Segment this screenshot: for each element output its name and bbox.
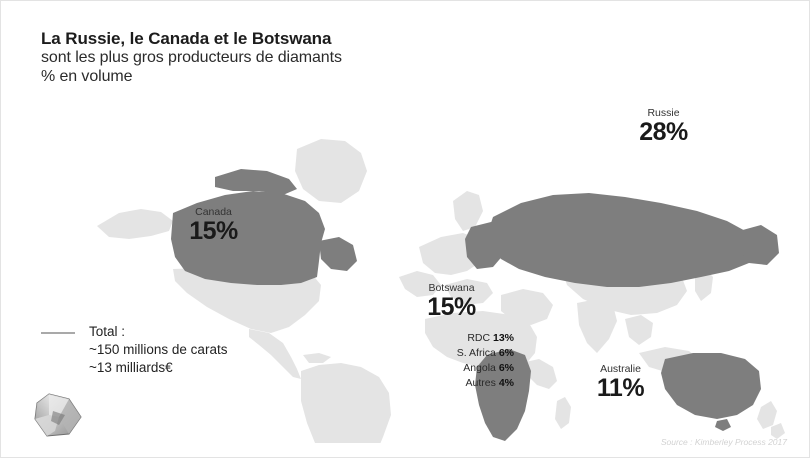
rough-diamond-svg [34, 393, 82, 437]
callout-canada-value: 15% [189, 217, 238, 246]
region-canada-east [319, 237, 357, 271]
rough-diamond-icon [29, 389, 87, 441]
total-value-eur: ~13 milliards€ [89, 359, 173, 375]
total-carats: ~150 millions de carats [89, 341, 228, 357]
total-legend: Total : ~150 millions de carats ~13 mill… [41, 323, 227, 377]
title-block: La Russie, le Canada et le Botswana sont… [41, 29, 561, 87]
highlighted-producers-group [171, 169, 779, 441]
page-title: La Russie, le Canada et le Botswana [41, 29, 332, 48]
breakdown-value-south-africa: 6% [498, 346, 514, 359]
breakdown-label-rdc: RDC [467, 332, 491, 344]
region-australia [661, 353, 761, 419]
breakdown-label-autres: Autres [465, 376, 496, 389]
callout-canada: Canada 15% [151, 206, 276, 244]
world-map-container [1, 71, 809, 443]
region-tasmania [715, 419, 731, 431]
breakdown-row: Autres 4% [366, 376, 514, 391]
region-canada-arctic [215, 169, 297, 195]
unit-label: % en volume [41, 67, 133, 85]
breakdown-row: Angola 6% [366, 361, 514, 376]
callout-botswana-value: 15% [427, 293, 476, 322]
region-russia-east [739, 225, 779, 265]
callout-australie-value: 11% [596, 374, 645, 403]
callout-canada-name: Canada [195, 206, 232, 218]
breakdown-value-angola: 6% [498, 361, 514, 374]
region-southern-africa [475, 349, 531, 441]
source-note: Source : Kimberley Process 2017 [660, 437, 787, 447]
callout-botswana-name: Botswana [428, 282, 475, 294]
callout-russie: Russie 28% [601, 107, 726, 145]
callout-australie-name: Australie [600, 363, 641, 375]
africa-breakdown-list: RDC 13% S. Africa 6% Angola 6% Autres 4% [366, 331, 514, 391]
breakdown-value-autres: 4% [498, 376, 514, 389]
breakdown-label-south-africa: S. Africa [456, 346, 496, 359]
breakdown-label-angola: Angola [463, 361, 496, 374]
total-label: Total : [89, 324, 126, 339]
callout-russie-name: Russie [647, 107, 680, 119]
callout-russie-value: 28% [639, 118, 688, 147]
breakdown-value-rdc: 13% [492, 332, 514, 344]
breakdown-row: RDC 13% [366, 331, 514, 346]
total-lines: Total : ~150 millions de carats ~13 mill… [89, 323, 227, 377]
legend-dash-icon [41, 332, 75, 334]
region-russia [489, 193, 757, 287]
page-subtitle: sont les plus gros producteurs de diaman… [41, 49, 342, 67]
world-map-svg [97, 139, 785, 443]
region-canada [171, 191, 325, 285]
callout-australie: Australie 11% [558, 363, 683, 401]
callout-botswana: Botswana 15% [389, 282, 514, 320]
region-russia-west [465, 221, 507, 269]
breakdown-row: S. Africa 6% [366, 346, 514, 361]
